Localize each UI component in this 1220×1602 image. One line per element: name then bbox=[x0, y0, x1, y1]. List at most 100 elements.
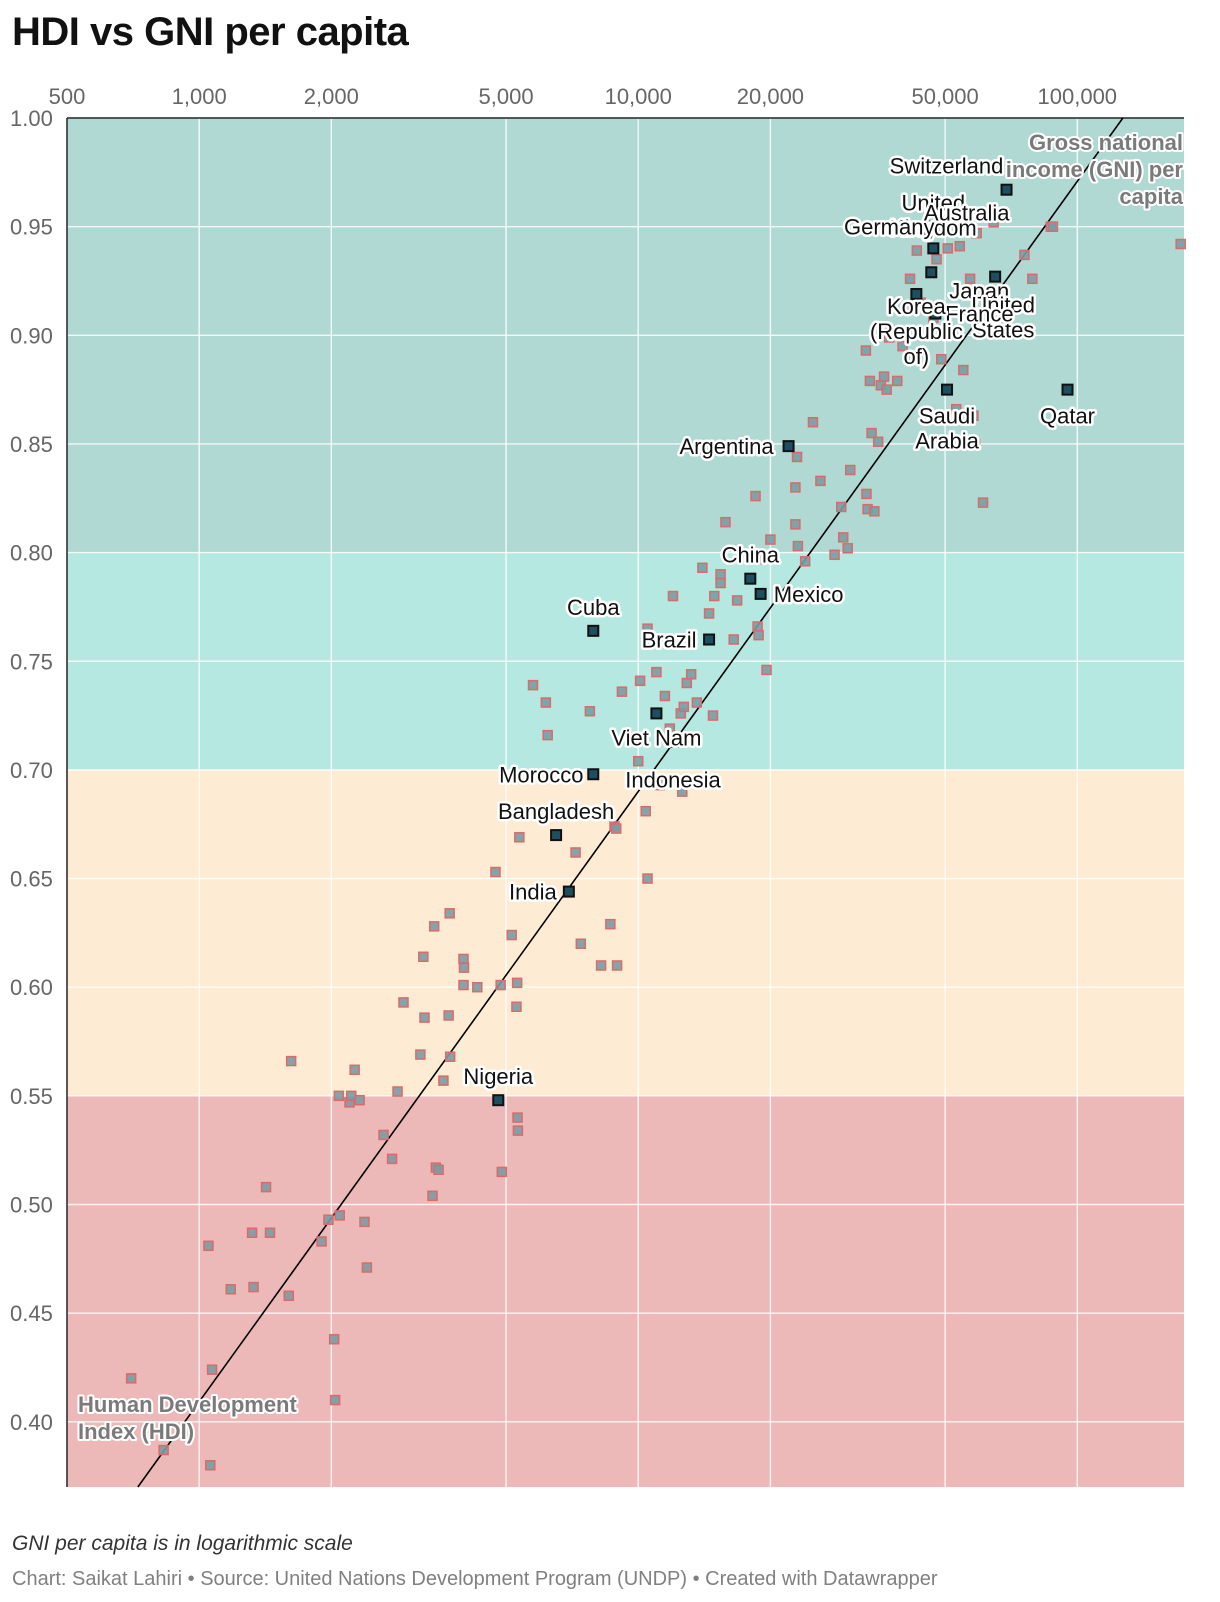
data-point bbox=[444, 1051, 456, 1062]
highlight-point-indonesia bbox=[666, 735, 679, 748]
data-point bbox=[386, 1153, 398, 1165]
country-label-brazil: Brazil bbox=[642, 628, 697, 653]
data-point bbox=[942, 243, 954, 254]
country-label-japan: Japan bbox=[949, 278, 1009, 303]
data-point bbox=[205, 1460, 216, 1471]
y-tick-label: 0.55 bbox=[10, 1084, 53, 1109]
data-point bbox=[728, 634, 739, 645]
data-point bbox=[285, 1055, 297, 1067]
data-point bbox=[359, 1216, 370, 1228]
country-label-australia: Australia bbox=[924, 200, 1010, 225]
data-point bbox=[681, 677, 693, 689]
data-point bbox=[225, 1284, 236, 1295]
data-point bbox=[316, 1236, 327, 1247]
data-point bbox=[792, 540, 804, 552]
country-label-bangladesh: Bangladesh bbox=[498, 799, 614, 824]
chart-credit: Chart: Saikat Lahiri • Source: United Na… bbox=[12, 1568, 938, 1590]
data-point bbox=[506, 929, 517, 941]
data-point bbox=[836, 501, 847, 513]
data-point bbox=[664, 723, 676, 734]
data-point bbox=[864, 375, 876, 387]
data-point bbox=[611, 960, 623, 971]
data-point bbox=[472, 981, 483, 993]
data-point bbox=[968, 410, 979, 421]
highlight-point-japan bbox=[925, 266, 938, 279]
y-tick-label: 0.65 bbox=[10, 867, 53, 892]
data-point bbox=[753, 629, 764, 641]
data-point bbox=[125, 1373, 137, 1384]
y-tick-label: 1.00 bbox=[10, 106, 53, 131]
data-point bbox=[428, 921, 440, 932]
x-tick-label: 2,000 bbox=[304, 84, 359, 109]
data-point bbox=[988, 217, 999, 228]
highlight-point-france bbox=[929, 307, 942, 320]
data-point bbox=[345, 1090, 357, 1102]
data-point bbox=[715, 569, 726, 580]
data-point bbox=[829, 549, 840, 561]
data-point bbox=[427, 1190, 438, 1202]
data-point bbox=[458, 953, 469, 965]
highlight-point-germany bbox=[923, 220, 936, 233]
data-point bbox=[398, 997, 409, 1008]
data-point bbox=[691, 697, 703, 708]
data-point bbox=[283, 1290, 295, 1302]
data-point bbox=[392, 1086, 403, 1097]
data-point bbox=[512, 1125, 524, 1136]
highlight-point-cuba bbox=[587, 624, 600, 637]
data-point bbox=[799, 556, 811, 567]
data-point bbox=[323, 1214, 334, 1225]
data-point bbox=[866, 427, 877, 439]
country-label-united-states: United States bbox=[971, 293, 1035, 343]
data-point bbox=[897, 340, 908, 352]
data-point bbox=[685, 669, 697, 680]
data-point bbox=[869, 506, 880, 517]
y-tick-label: 0.50 bbox=[10, 1193, 53, 1218]
data-point bbox=[861, 488, 872, 500]
y-tick-label: 0.90 bbox=[10, 323, 53, 348]
data-point bbox=[1019, 249, 1030, 261]
highlight-point-china bbox=[744, 572, 757, 585]
country-label-france: France bbox=[945, 302, 1013, 327]
data-point bbox=[527, 679, 539, 691]
highlight-point-united-kingdom bbox=[927, 242, 940, 255]
country-label-switzerland: Switzerland bbox=[890, 154, 1004, 179]
data-point bbox=[678, 701, 690, 713]
data-point bbox=[610, 823, 622, 834]
highlight-point-morocco bbox=[587, 768, 600, 781]
country-label-viet-nam: Viet Nam bbox=[611, 725, 701, 750]
data-point bbox=[419, 1012, 430, 1023]
data-point bbox=[860, 345, 872, 356]
data-point bbox=[715, 577, 726, 589]
data-point bbox=[511, 1001, 522, 1013]
data-point bbox=[334, 1210, 345, 1221]
data-point bbox=[977, 497, 989, 508]
x-tick-label: 50,000 bbox=[911, 84, 978, 109]
data-point bbox=[872, 436, 884, 448]
highlight-point-mexico bbox=[754, 587, 767, 600]
data-point bbox=[584, 705, 596, 717]
country-label-morocco: Morocco bbox=[499, 762, 583, 787]
country-label-united-kingdom: United Kingdom bbox=[890, 190, 977, 240]
country-label-germany: Germany bbox=[844, 215, 934, 240]
trend-line bbox=[137, 117, 1124, 1488]
data-point bbox=[542, 729, 553, 741]
highlight-point-united-states bbox=[989, 270, 1002, 283]
data-point bbox=[707, 710, 719, 721]
data-point bbox=[697, 562, 708, 574]
y-tick-label: 0.75 bbox=[10, 649, 53, 674]
data-point bbox=[958, 364, 969, 376]
data-point bbox=[605, 918, 616, 930]
country-label-indonesia: Indonesia bbox=[625, 768, 721, 793]
highlight-point-argentina bbox=[782, 440, 795, 453]
data-point bbox=[667, 590, 679, 602]
data-point bbox=[248, 1281, 259, 1293]
x-tick-label: 500 bbox=[49, 84, 86, 109]
data-point bbox=[512, 1112, 523, 1123]
data-point bbox=[642, 873, 653, 884]
data-point bbox=[514, 832, 525, 843]
data-point bbox=[329, 1394, 341, 1406]
highlight-point-bangladesh bbox=[550, 829, 563, 842]
x-tick-label: 5,000 bbox=[479, 84, 534, 109]
country-label-china: China bbox=[722, 543, 780, 568]
data-point bbox=[1027, 273, 1038, 285]
